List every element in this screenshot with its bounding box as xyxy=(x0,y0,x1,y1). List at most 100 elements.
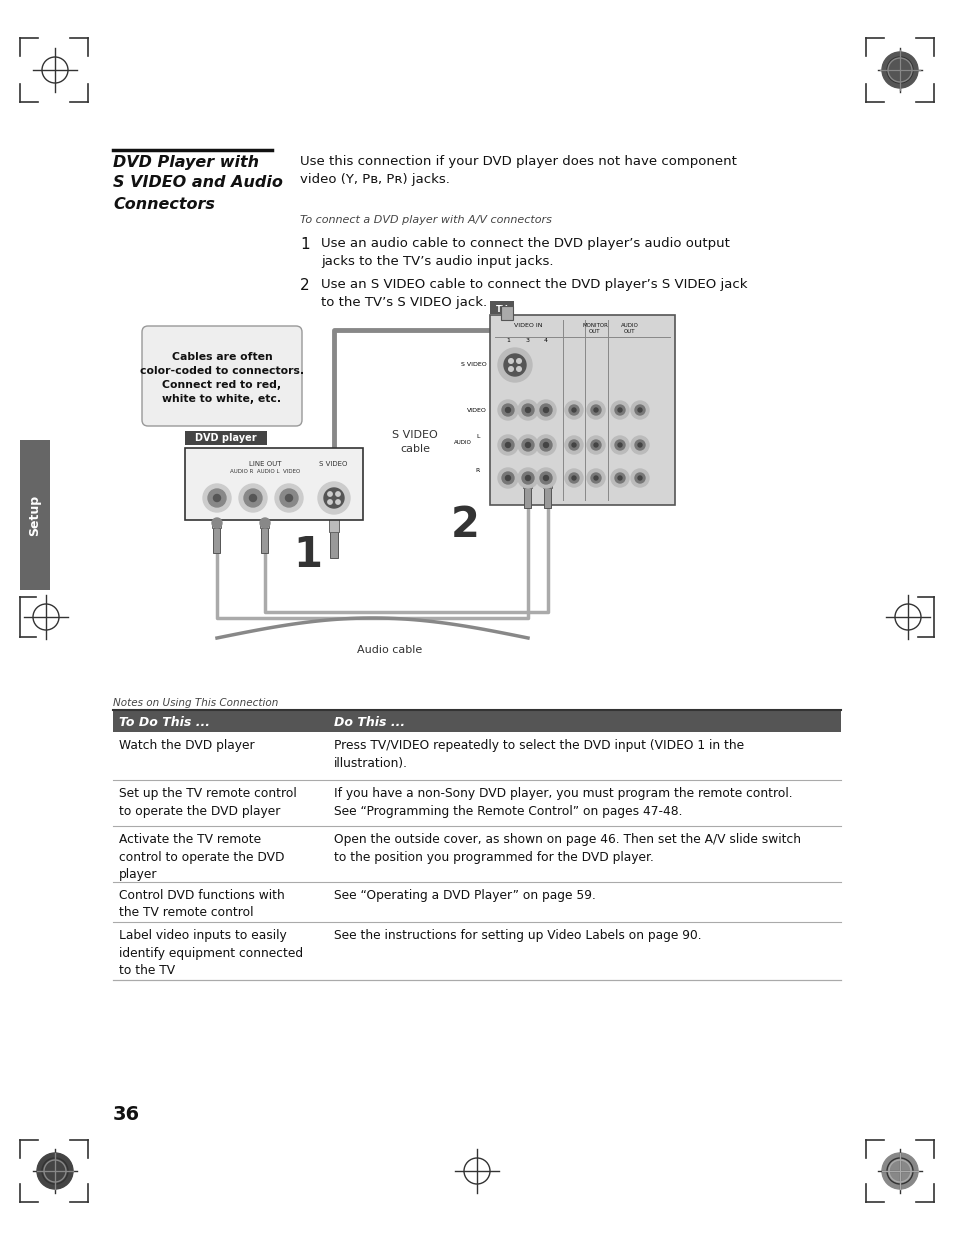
Circle shape xyxy=(618,408,621,412)
Circle shape xyxy=(638,443,641,447)
Circle shape xyxy=(508,367,513,372)
Circle shape xyxy=(638,475,641,480)
Text: Set up the TV remote control
to operate the DVD player: Set up the TV remote control to operate … xyxy=(119,787,296,818)
Bar xyxy=(500,306,513,320)
Circle shape xyxy=(543,475,548,480)
Bar xyxy=(490,301,514,314)
Circle shape xyxy=(517,367,520,372)
Circle shape xyxy=(250,494,256,501)
Circle shape xyxy=(328,500,332,504)
Circle shape xyxy=(568,473,578,483)
Circle shape xyxy=(630,436,648,454)
Text: AUDIO: AUDIO xyxy=(620,324,639,329)
Circle shape xyxy=(590,440,600,450)
Bar xyxy=(112,710,841,732)
Circle shape xyxy=(635,440,644,450)
Circle shape xyxy=(610,436,628,454)
Circle shape xyxy=(335,492,340,496)
Circle shape xyxy=(521,404,534,416)
Text: VIDEO: VIDEO xyxy=(467,408,486,412)
Text: Use this connection if your DVD player does not have component
video (Y, Pʙ, Pʀ): Use this connection if your DVD player d… xyxy=(299,156,736,186)
Text: 1: 1 xyxy=(505,338,510,343)
Text: 1: 1 xyxy=(299,237,310,252)
Circle shape xyxy=(317,482,350,514)
Circle shape xyxy=(882,52,917,88)
Circle shape xyxy=(505,408,510,412)
Circle shape xyxy=(594,408,598,412)
Text: L: L xyxy=(476,435,479,440)
Circle shape xyxy=(542,478,553,488)
Circle shape xyxy=(208,489,226,508)
Circle shape xyxy=(610,469,628,487)
Circle shape xyxy=(539,404,552,416)
Circle shape xyxy=(328,492,332,496)
Circle shape xyxy=(501,472,514,484)
Circle shape xyxy=(244,489,262,508)
Circle shape xyxy=(572,475,576,480)
Circle shape xyxy=(505,442,510,447)
Circle shape xyxy=(517,400,537,420)
Circle shape xyxy=(525,442,530,447)
Text: Use an S VIDEO cable to connect the DVD player’s S VIDEO jack
to the TV’s S VIDE: Use an S VIDEO cable to connect the DVD … xyxy=(320,278,747,309)
Circle shape xyxy=(590,473,600,483)
Circle shape xyxy=(568,440,578,450)
Text: Setup: Setup xyxy=(29,494,42,536)
Bar xyxy=(112,781,841,826)
Circle shape xyxy=(590,405,600,415)
Text: 3: 3 xyxy=(525,338,530,343)
Bar xyxy=(213,513,221,529)
Bar xyxy=(112,826,841,882)
Text: 2: 2 xyxy=(299,278,310,293)
Circle shape xyxy=(212,517,222,529)
Text: OUT: OUT xyxy=(589,329,600,333)
Text: Control DVD functions with
the TV remote control: Control DVD functions with the TV remote… xyxy=(119,889,284,920)
Text: S VIDEO and Audio: S VIDEO and Audio xyxy=(112,175,283,190)
Circle shape xyxy=(638,408,641,412)
Circle shape xyxy=(539,438,552,451)
Text: TV: TV xyxy=(496,305,508,314)
Bar xyxy=(20,440,50,590)
Circle shape xyxy=(501,404,514,416)
Text: 2: 2 xyxy=(450,504,479,546)
Bar xyxy=(329,514,338,532)
Bar xyxy=(490,315,675,505)
Text: Cables are often
color-coded to connectors.
Connect red to red,
white to white, : Cables are often color-coded to connecto… xyxy=(140,352,304,404)
Text: AUDIO: AUDIO xyxy=(454,441,472,446)
Text: Activate the TV remote
control to operate the DVD
player: Activate the TV remote control to operat… xyxy=(119,832,284,881)
Text: S VIDEO: S VIDEO xyxy=(318,461,347,467)
Circle shape xyxy=(335,500,340,504)
Circle shape xyxy=(517,468,537,488)
Text: 4: 4 xyxy=(543,338,547,343)
Circle shape xyxy=(586,436,604,454)
Circle shape xyxy=(586,469,604,487)
Circle shape xyxy=(594,475,598,480)
Circle shape xyxy=(615,440,624,450)
Circle shape xyxy=(508,358,513,363)
Bar xyxy=(260,513,269,529)
Circle shape xyxy=(615,473,624,483)
Circle shape xyxy=(543,408,548,412)
Text: DVD Player with: DVD Player with xyxy=(112,156,258,170)
Text: Label video inputs to easily
identify equipment connected
to the TV: Label video inputs to easily identify eq… xyxy=(119,929,303,977)
Circle shape xyxy=(213,494,220,501)
Bar xyxy=(524,478,531,508)
Circle shape xyxy=(522,478,533,488)
Bar xyxy=(330,526,337,558)
Bar xyxy=(523,472,532,488)
Circle shape xyxy=(882,1153,917,1189)
Circle shape xyxy=(521,472,534,484)
Text: See “Operating a DVD Player” on page 59.: See “Operating a DVD Player” on page 59. xyxy=(334,889,596,902)
Text: DVD player: DVD player xyxy=(195,433,256,443)
Circle shape xyxy=(203,484,231,513)
Circle shape xyxy=(536,400,556,420)
Circle shape xyxy=(260,517,270,529)
Circle shape xyxy=(564,436,582,454)
Bar xyxy=(261,522,268,553)
Text: See the instructions for setting up Video Labels on page 90.: See the instructions for setting up Vide… xyxy=(334,929,700,942)
Circle shape xyxy=(280,489,297,508)
Circle shape xyxy=(635,405,644,415)
Circle shape xyxy=(521,438,534,451)
Circle shape xyxy=(536,435,556,454)
Circle shape xyxy=(517,358,520,363)
Text: LINE OUT: LINE OUT xyxy=(249,461,281,467)
